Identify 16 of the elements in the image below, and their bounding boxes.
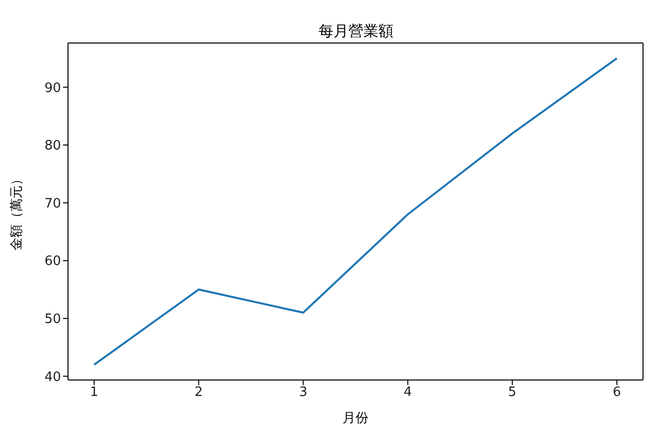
x-tick-label: 2 [194, 385, 203, 400]
y-tick-label: 50 [44, 312, 61, 328]
line-series [93, 57, 618, 366]
y-tick-label: 80 [44, 138, 61, 154]
x-tick-label: 1 [90, 385, 98, 400]
x-tick-label: 4 [404, 385, 412, 400]
x-tick-label: 5 [508, 385, 516, 400]
y-tick-label: 70 [44, 196, 61, 212]
x-axis-title: 月份 [342, 411, 368, 426]
y-tick-label: 40 [44, 370, 61, 385]
y-tick-label: 60 [44, 254, 61, 270]
y-tick-label: 90 [44, 80, 61, 96]
y-axis-title: 金額（萬元） [10, 172, 25, 250]
x-tick-label: 3 [299, 385, 308, 400]
x-tick-label: 6 [612, 385, 622, 400]
chart-title: 每月營業額 [318, 22, 394, 41]
